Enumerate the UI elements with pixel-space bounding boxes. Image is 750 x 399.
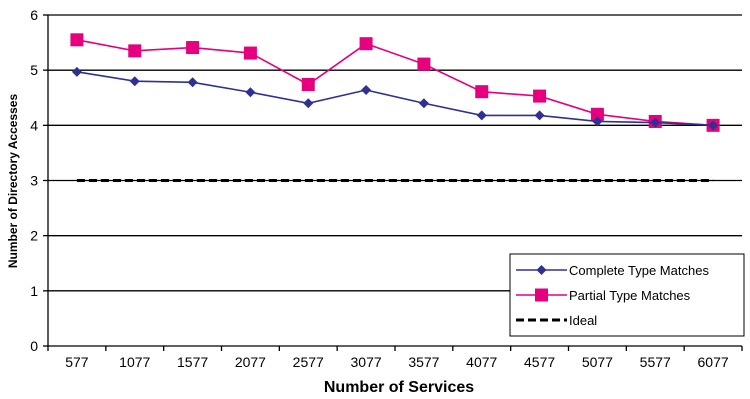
- series-line-complete-type-matches: [76, 71, 714, 127]
- data-point-complete-type-matches-2577: [303, 98, 314, 109]
- data-point-complete-type-matches-577: [71, 66, 82, 77]
- x-tick-label-6077: 6077: [698, 354, 729, 370]
- data-point-complete-type-matches-1577: [187, 77, 198, 88]
- data-point-partial-type-matches-4577: [533, 89, 547, 103]
- x-tick-label-4577: 4577: [524, 354, 555, 370]
- data-point-complete-type-matches-3577: [418, 98, 429, 109]
- series-layer: [70, 33, 720, 182]
- legend: Complete Type Matches Partial Type Matche…: [509, 253, 745, 337]
- x-tick-label-2577: 2577: [293, 354, 324, 370]
- tick-labels: 0 1 2 3 4 5 6 577 1077 1577 2077 2577 3077 3577 4077 45…: [30, 7, 729, 370]
- x-tick-label-3577: 3577: [408, 354, 439, 370]
- series-line-partial-type-matches: [76, 39, 714, 127]
- y-tick-label-1: 1: [30, 283, 38, 299]
- data-point-complete-type-matches-2077: [245, 87, 256, 98]
- data-point-partial-type-matches-2577: [301, 78, 315, 92]
- y-tick-label-2: 2: [30, 228, 38, 244]
- data-point-partial-type-matches-577: [70, 33, 84, 47]
- legend-label-ideal: Ideal: [569, 313, 597, 328]
- x-tick-label-3077: 3077: [351, 354, 382, 370]
- data-point-complete-type-matches-3077: [361, 85, 372, 96]
- legend-label-complete-type-matches: Complete Type Matches: [569, 263, 709, 278]
- y-tick-label-0: 0: [30, 338, 38, 354]
- x-tick-label-577: 577: [65, 354, 89, 370]
- x-axis-title: Number of Services: [324, 379, 474, 396]
- y-axis-title: Number of Directory Accesses: [6, 94, 20, 269]
- data-point-partial-type-matches-3577: [417, 57, 431, 71]
- data-point-partial-type-matches-2077: [243, 46, 257, 60]
- x-tick-label-4077: 4077: [466, 354, 497, 370]
- data-point-partial-type-matches-1577: [186, 41, 200, 55]
- legend-label-partial-type-matches: Partial Type Matches: [569, 288, 691, 303]
- data-point-complete-type-matches-4077: [476, 110, 487, 121]
- data-point-complete-type-matches-5577: [650, 117, 661, 128]
- y-tick-label-6: 6: [30, 7, 38, 23]
- data-point-complete-type-matches-4577: [534, 110, 545, 121]
- data-point-partial-type-matches-3077: [359, 37, 373, 51]
- data-point-partial-type-matches-5077: [590, 107, 604, 121]
- data-point-partial-type-matches-4077: [475, 85, 489, 99]
- x-tick-label-2077: 2077: [235, 354, 266, 370]
- x-tick-label-1577: 1577: [177, 354, 208, 370]
- data-point-complete-type-matches-1077: [129, 76, 140, 87]
- legend-swatch-marker-complete-type-matches: [536, 265, 547, 275]
- series-complete-type-matches: [71, 66, 719, 131]
- y-tick-label-4: 4: [30, 117, 38, 133]
- data-point-complete-type-matches-6077: [708, 120, 719, 131]
- axes: [43, 14, 743, 351]
- x-tick-label-5077: 5077: [582, 354, 613, 370]
- data-point-partial-type-matches-1077: [128, 44, 142, 58]
- legend-swatch-marker-partial-type-matches: [535, 288, 548, 302]
- y-tick-label-5: 5: [30, 62, 38, 78]
- x-tick-label-1077: 1077: [119, 354, 150, 370]
- x-tick-label-5577: 5577: [640, 354, 671, 370]
- y-tick-label-3: 3: [30, 173, 38, 189]
- gridlines: [48, 14, 742, 292]
- data-point-complete-type-matches-5077: [592, 116, 603, 127]
